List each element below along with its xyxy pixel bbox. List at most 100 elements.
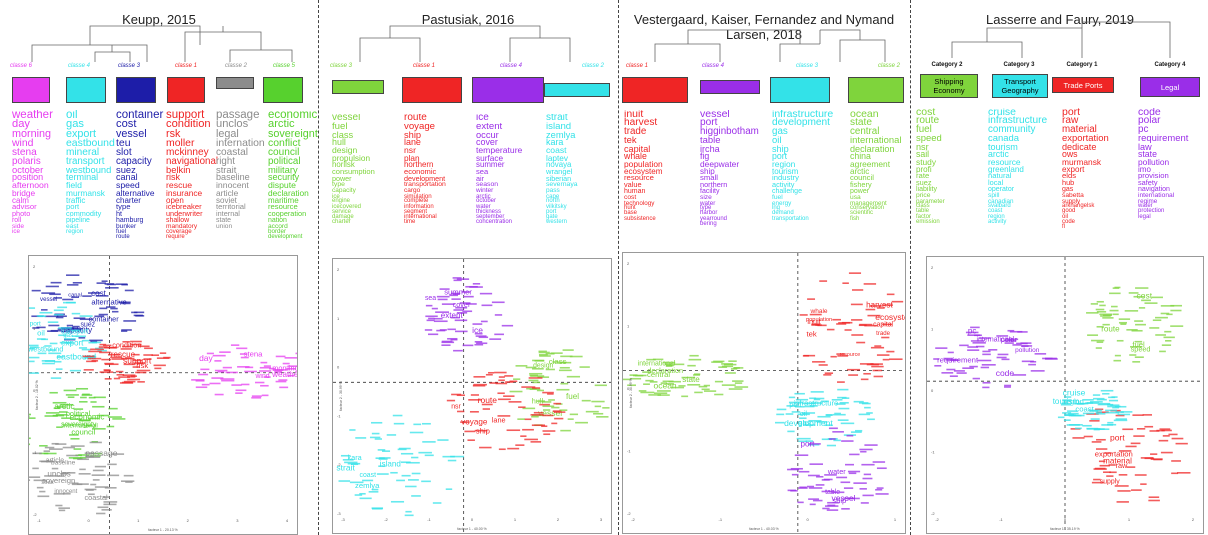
word-coast: coast [360,472,377,479]
word-mark [547,393,554,395]
word-mark [539,355,551,357]
word-pipeline: pipeline [66,216,90,224]
word-mark [681,395,689,398]
word-mark [662,380,674,383]
word-mark [623,378,631,381]
word-economic: economic [404,167,437,177]
word-alternative: alternative [91,298,126,307]
dendrogram [31,25,293,62]
word-mark [66,454,79,457]
word-innocent: innocent [216,180,249,191]
word-mark [950,359,960,361]
word-good: good [1062,208,1076,215]
word-mark [728,360,737,362]
word-harbor: harbor [700,210,718,217]
class-box [622,77,688,103]
word-mark [425,315,438,318]
class-label: classe 4 [702,63,725,69]
word-mark [850,431,862,433]
word-mark [91,474,106,476]
word-rsk: rsk [166,127,181,140]
word-mark [104,362,114,365]
word-mark [1149,327,1160,329]
word-operator: operator [988,185,1015,193]
word-mark [1105,411,1120,414]
word-mark [48,352,62,355]
word-mark [476,342,488,345]
word-mark [450,338,458,341]
word-mark [1161,429,1172,432]
word-mark [59,341,68,344]
word-mark [82,355,95,358]
word-mark [453,349,463,352]
word-mark [1071,414,1085,417]
word-mark [1135,287,1149,289]
class-label: classe 6 [10,63,33,69]
y-tick-label: -3 [337,511,341,516]
word-port: port [1062,108,1081,118]
word-mark [1074,402,1086,405]
word-development: development [268,233,303,240]
word-mark [63,389,77,392]
word-mark [87,493,95,496]
word-mark [67,396,75,399]
word-mark [347,462,361,465]
word-mark [154,367,162,370]
word-mark [153,364,166,367]
word-water: water [827,467,846,476]
word-deepwater: deepwater [700,158,740,169]
word-novaya: novaya [546,160,572,170]
word-pc: pc [1138,124,1149,136]
word-activity: activity [772,180,795,190]
word-mark [58,334,67,337]
word-mark [807,485,815,488]
word-trade: trade [624,126,647,138]
word-mark [1131,489,1142,491]
word-mark [836,353,845,355]
word-mark [864,444,878,446]
word-mark [841,508,850,510]
word-mark [826,444,837,447]
word-mark [275,380,287,383]
word-mark [836,476,848,479]
word-mark [1120,323,1127,325]
word-suez: suez [116,164,136,176]
word-declaration: declaration [647,366,683,375]
word-mark [808,419,822,422]
word-mark [1064,396,1072,398]
word-mark [1082,424,1092,427]
word-mark [42,362,55,365]
word-mark [797,413,810,416]
word-mark [804,424,816,426]
word-list: ice extent occur cover temperature surface sum… [476,114,546,254]
word-mark [515,365,528,367]
word-mark [88,350,102,353]
word-mark [123,474,134,477]
word-mark [121,302,131,305]
word-mark [1159,350,1166,353]
word-profi: profi [916,165,932,175]
word-mark [452,277,462,279]
word-mark [876,487,884,489]
word-mark [642,371,652,373]
word-mark [810,402,823,404]
word-mark [1091,481,1105,484]
word-mark [853,400,864,403]
word-mark [491,301,505,304]
word-mark [1134,474,1147,476]
word-china: china [850,151,871,162]
word-teu: teu [116,138,131,150]
word-northern: northern [700,180,728,190]
x-tick-label: 3 [600,517,603,522]
word-resource: resource [840,352,861,358]
word-mark [63,492,71,495]
word-legal: legal [216,127,239,140]
word-mark [698,385,708,388]
word-coast: coast [988,208,1003,215]
word-mark [560,382,569,385]
word-mark [867,418,875,421]
word-central: central [850,126,880,138]
word-mark [382,450,391,452]
word-mark [279,386,289,389]
